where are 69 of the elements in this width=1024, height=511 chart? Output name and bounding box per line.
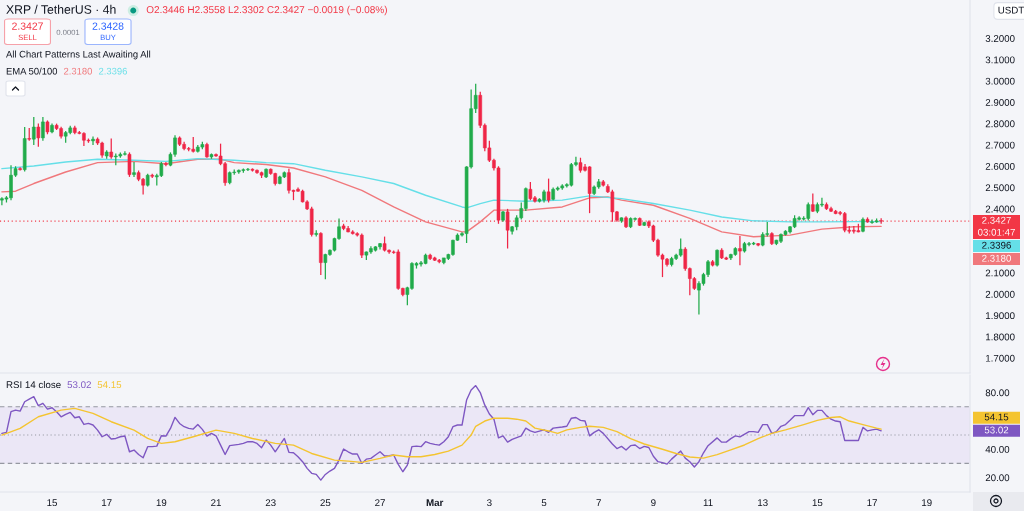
- annotation: EMA 50/100: [6, 67, 58, 75]
- candlestick: [738, 235, 742, 266]
- x-tick-label: 23: [265, 499, 276, 507]
- y-tick-label: 1.7000: [986, 354, 1015, 362]
- candlestick: [806, 201, 811, 222]
- x-tick-label: 19: [922, 499, 932, 507]
- text: 2.3396: [982, 241, 1011, 249]
- candlestick: [528, 181, 533, 201]
- y-tick-label: 2.8000: [985, 120, 1015, 128]
- x-tick-label: 17: [102, 499, 112, 506]
- candlestick: [505, 208, 510, 250]
- text: 2.3180: [982, 254, 1011, 262]
- candlestick: [132, 161, 136, 178]
- x-tick-label: 15: [812, 499, 823, 507]
- text: 53.02: [984, 426, 1009, 434]
- annotation: 2.3427: [12, 22, 43, 30]
- x-tick-label: 5: [541, 499, 547, 507]
- y-tick-label: 1.8000: [986, 333, 1015, 341]
- y-tick-label: 3.1000: [985, 56, 1015, 64]
- x-tick-label: 27: [375, 499, 385, 506]
- y-tick-label: 2.7000: [985, 141, 1015, 149]
- x-tick-label: 19: [156, 499, 167, 507]
- chart-title: RSI 14 close: [6, 380, 61, 389]
- x-tick-label: 25: [320, 499, 331, 507]
- y-tick-label: 1.9000: [986, 312, 1015, 320]
- candlestick: [323, 253, 328, 280]
- y-tick-label: 20.00: [985, 474, 1010, 482]
- x-tick-label: 3: [487, 499, 492, 507]
- ref-line-label: 2.3427: [982, 216, 1011, 224]
- candlestick: [91, 135, 95, 146]
- y-tick-label: 2.6000: [985, 162, 1015, 170]
- chart-title: XRP / TetherUS · 4h: [6, 4, 116, 14]
- annotation: 2.3428: [92, 22, 124, 30]
- x-tick-label: 13: [758, 499, 768, 507]
- y-tick-label: 2.4000: [985, 205, 1015, 213]
- x-tick-label: 21: [211, 499, 221, 506]
- x-tick-label: 7: [596, 499, 601, 506]
- annotation: 54.15: [97, 381, 122, 389]
- x-tick-label: Mar: [426, 499, 444, 507]
- text: 03:01:47: [977, 228, 1015, 236]
- text: O2.3446 H2.3558 L2.3302 C2.3427 −0.0019 (−0.08%): [146, 5, 387, 16]
- candlestick: [610, 189, 615, 223]
- candlestick: [127, 151, 132, 178]
- y-tick-label: 2.9000: [985, 99, 1015, 106]
- candlestick: [546, 177, 551, 204]
- annotation: 2.3180: [63, 67, 93, 75]
- candlestick: [109, 137, 114, 160]
- x-tick-label: 17: [867, 499, 877, 506]
- y-tick-label: 2.0000: [985, 290, 1015, 298]
- candlestick: [842, 211, 847, 233]
- x-tick-label: 15: [47, 499, 58, 507]
- y-tick-label: 80.00: [985, 389, 1010, 397]
- x-tick-label: 11: [703, 499, 713, 506]
- annotation: All Chart Patterns Last Awaiting All: [6, 50, 151, 60]
- y-tick-label: 2.1000: [985, 269, 1015, 277]
- candlestick: [32, 116, 36, 146]
- text: USDT: [998, 6, 1024, 14]
- y-tick-label: 2.5000: [985, 184, 1015, 192]
- y-tick-label: 3.0000: [985, 77, 1015, 85]
- candlestick: [18, 166, 22, 172]
- text: 54.15: [984, 413, 1009, 421]
- candlestick: [36, 122, 41, 148]
- x-tick-label: 9: [651, 499, 656, 507]
- y-tick-label: 40.00: [985, 445, 1010, 453]
- y-tick-label: 3.2000: [985, 35, 1015, 42]
- candlestick: [678, 237, 683, 258]
- annotation: 2.3396: [98, 67, 127, 75]
- annotation: 53.02: [67, 381, 91, 389]
- candlestick: [41, 116, 45, 142]
